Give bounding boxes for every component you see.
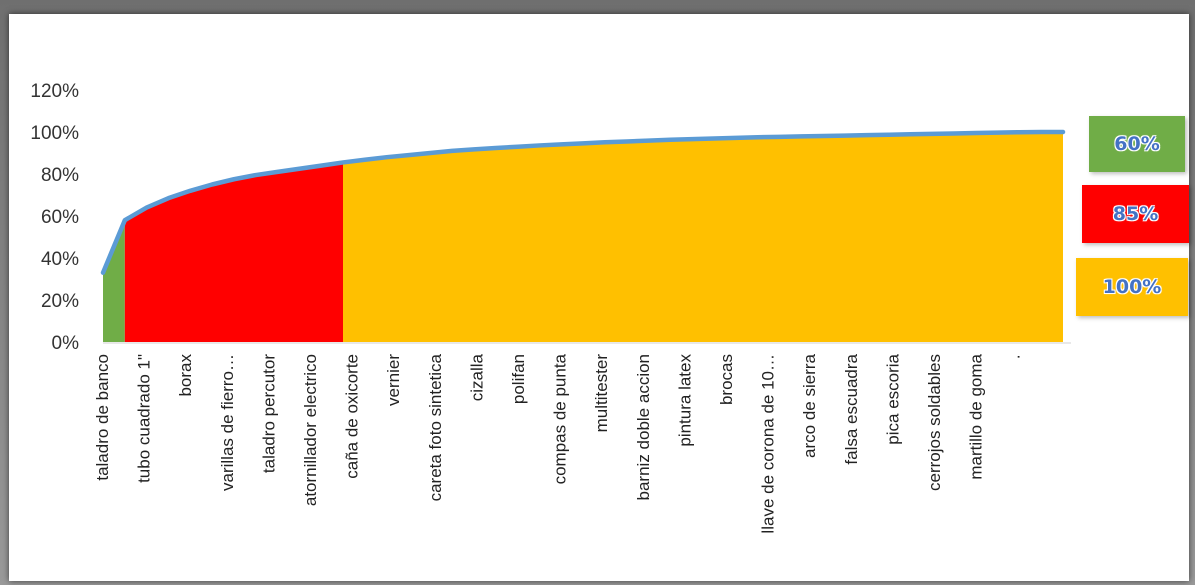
x-tick-label: cizalla: [467, 353, 486, 401]
y-tick-label: 20%: [41, 291, 79, 312]
y-tick-label: 40%: [41, 249, 79, 270]
x-tick-label: compas de punta: [551, 353, 570, 484]
pareto-chart: 0% 20% 40% 60% 80% 100% 120% taladro de banco tu…: [30, 81, 1071, 534]
legend-box-60pct: 60%: [1089, 116, 1185, 172]
x-tick-label: vernier: [384, 354, 403, 406]
legend-box-100pct: 100%: [1076, 258, 1188, 316]
y-tick-label: 120%: [30, 81, 79, 102]
x-tick-label: polifan: [509, 354, 528, 404]
x-tick-label: multitester: [592, 354, 611, 433]
x-tick-label: borax: [176, 354, 195, 397]
cumulative-line: [100, 129, 1066, 275]
x-tick-label: atornillador electrico: [301, 354, 320, 506]
zone-area-60pct: [103, 220, 125, 342]
legend-box-85pct: 85%: [1082, 185, 1189, 243]
zone-area-85pct: [124, 162, 344, 342]
x-tick-label: brocas: [717, 354, 736, 405]
x-tick-label: arco de sierra: [800, 353, 819, 457]
x-tick-label: pica escoria: [883, 353, 902, 444]
x-tick-label: caña de oxicorte: [343, 354, 362, 479]
x-tick-label: cerrojos soldables: [925, 354, 944, 491]
x-tick-label: careta foto sintetica: [426, 353, 445, 501]
x-tick-label: taladro de banco: [93, 354, 112, 481]
zone-area-100pct: [343, 132, 1063, 342]
x-tick-label: falsa escuadra: [842, 353, 861, 464]
x-tick-label: ·: [1008, 354, 1027, 360]
x-tick-label: barniz doble accion: [634, 354, 653, 500]
x-tick-label: martillo de goma: [967, 353, 986, 479]
x-tick-label: taladro percutor: [259, 354, 278, 473]
x-tick-label: pintura latex: [675, 354, 694, 447]
y-tick-label: 60%: [41, 207, 79, 228]
x-tick-label: llave de corona de 10…: [759, 354, 778, 534]
x-tick-label: varillas de fierro…: [218, 354, 237, 491]
y-tick-label: 80%: [41, 165, 79, 186]
x-tick-label: tubo cuadrado 1": [135, 354, 154, 483]
y-tick-label: 100%: [30, 123, 79, 144]
y-tick-label: 0%: [52, 333, 80, 354]
chart-panel: 0% 20% 40% 60% 80% 100% 120% taladro de banco tu…: [9, 14, 1189, 581]
